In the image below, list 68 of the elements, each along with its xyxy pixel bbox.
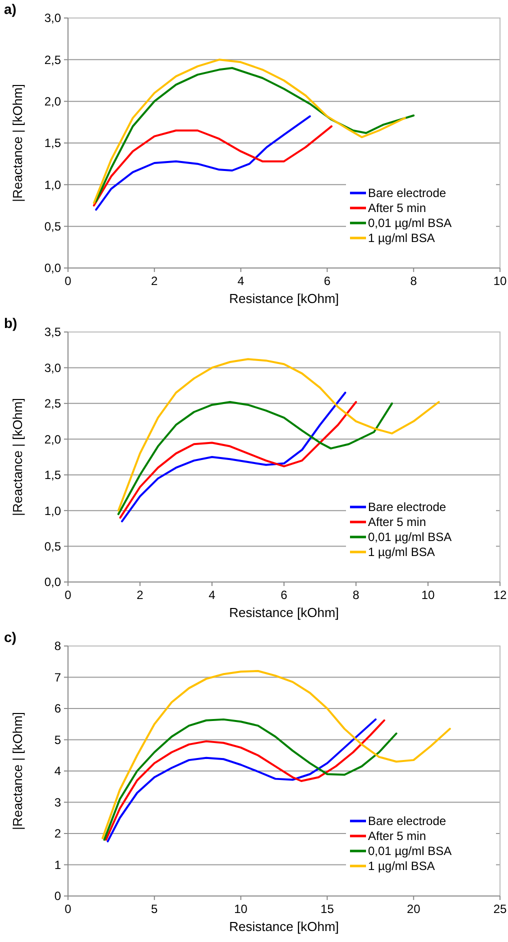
y-axis-title: |Reactance | [kOhm] [10, 84, 25, 202]
x-axis-title: Resistance [kOhm] [229, 605, 339, 620]
legend-label: 1 µg/ml BSA [368, 545, 435, 560]
x-tick-label: 0 [64, 588, 72, 602]
y-tick-label: 2,5 [44, 396, 62, 411]
line-series [102, 670, 451, 840]
y-tick-label: 0,5 [44, 539, 62, 554]
x-tick-label: 2 [151, 274, 158, 288]
legend-label: After 5 min [368, 201, 426, 216]
y-tick-label: 3 [54, 795, 62, 810]
y-tick-label: 3,0 [44, 11, 62, 26]
y-axis-title: |Reactance | [kOhm] [10, 712, 25, 830]
x-tick-label: 20 [406, 902, 421, 916]
legend-label: Bare electrode [368, 500, 446, 514]
y-tick-label: 0,5 [44, 220, 62, 234]
legend-label: 0,01 µg/ml BSA [368, 530, 452, 544]
legend-label: 0,01 µg/ml BSA [368, 844, 452, 858]
line-series [117, 401, 393, 516]
y-tick-label: 0 [54, 889, 62, 904]
chart-title: b) [4, 315, 18, 331]
line-series [92, 125, 333, 206]
x-tick-label: 25 [493, 902, 507, 916]
y-tick-label: 8 [54, 639, 62, 654]
y-tick-label: 1,0 [44, 178, 62, 192]
y-tick-label: 0,0 [44, 261, 62, 276]
y-tick-label: 1 [54, 858, 62, 872]
y-tick-label: 6 [54, 702, 62, 716]
x-tick-label: 0 [64, 274, 72, 288]
x-tick-label: 4 [237, 274, 244, 288]
y-tick-label: 7 [54, 670, 62, 684]
x-axis-title: Resistance [kOhm] [229, 291, 339, 306]
x-tick-label: 2 [136, 588, 144, 602]
x-tick-label: 10 [493, 274, 507, 288]
legend-label: 1 µg/ml BSA [368, 231, 435, 246]
x-tick-label: 8 [352, 588, 360, 602]
legend-label: After 5 min [368, 829, 426, 844]
y-tick-label: 2,0 [44, 94, 62, 109]
x-tick-label: 15 [320, 902, 334, 916]
y-tick-label: 3,5 [44, 325, 62, 340]
x-tick-label: 4 [208, 588, 216, 602]
legend-label: Bare electrode [368, 186, 446, 200]
legend-label: 1 µg/ml BSA [368, 859, 435, 874]
line-series [95, 115, 311, 211]
x-tick-label: 0 [64, 902, 72, 916]
y-tick-label: 4 [54, 764, 62, 778]
x-tick-label: 6 [280, 588, 288, 602]
legend-label: After 5 min [368, 515, 426, 530]
y-tick-label: 1,5 [44, 136, 62, 150]
x-tick-label: 10 [421, 588, 435, 602]
y-tick-label: 2 [54, 826, 62, 841]
x-tick-label: 12 [493, 588, 507, 602]
x-tick-label: 6 [324, 274, 331, 288]
chart-title: c) [4, 629, 16, 645]
y-tick-label: 2,5 [44, 52, 62, 67]
legend-label: 0,01 µg/ml BSA [368, 216, 452, 230]
y-tick-label: 0,0 [44, 575, 62, 590]
x-tick-label: 8 [410, 274, 418, 288]
legend-label: Bare electrode [368, 814, 446, 828]
chart-title: a) [4, 1, 16, 17]
x-axis-title: Resistance [kOhm] [229, 919, 339, 934]
x-tick-label: 5 [151, 902, 158, 916]
y-axis-title: |Reactance | [kOhm] [10, 398, 25, 516]
y-tick-label: 1,5 [44, 468, 62, 482]
y-tick-label: 3,0 [44, 360, 62, 375]
x-tick-label: 10 [234, 902, 248, 916]
y-tick-label: 5 [54, 732, 62, 747]
y-tick-label: 1,0 [44, 504, 62, 518]
y-tick-label: 2,0 [44, 432, 62, 446]
